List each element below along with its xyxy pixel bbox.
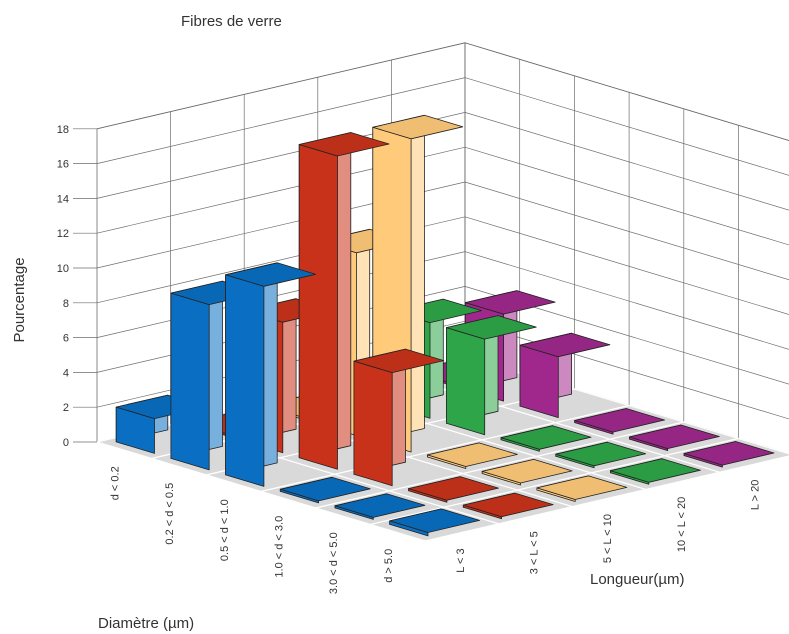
bar (389, 508, 481, 537)
length-tick-label: 5 < L < 10 (602, 514, 614, 563)
length-tick-label: L > 20 (749, 480, 761, 510)
bar (462, 492, 554, 520)
bar-face-top (629, 424, 720, 450)
length-tick-label: L < 3 (455, 548, 467, 572)
bar (574, 408, 665, 435)
bar-face-top (462, 492, 554, 518)
bar (225, 262, 316, 487)
bar (500, 425, 592, 452)
diameter-tick-label: 0.5 < d < 1.0 (219, 499, 231, 561)
z-tick-label: 14 (57, 193, 69, 205)
diameter-tick-label: 3.0 < d < 5.0 (328, 532, 340, 594)
bar (298, 132, 390, 470)
bar-face-top (408, 476, 499, 501)
length-tick-label: 3 < L < 5 (529, 531, 541, 574)
bar-face-top (298, 132, 390, 157)
bar-face-top (555, 441, 647, 467)
bar-face-top (389, 508, 481, 533)
bar (427, 442, 518, 469)
bar-face-top (500, 425, 592, 450)
bar-face-top (279, 476, 371, 502)
bar (519, 332, 611, 419)
bar-face-top (683, 441, 775, 466)
z-tick-label: 18 (57, 124, 69, 136)
y-axis-title: Longueur(µm) (590, 571, 685, 588)
bar-face-top (574, 408, 665, 433)
z-tick-label: 16 (57, 159, 69, 171)
bar-face-front (519, 344, 559, 419)
bar-face-top (334, 493, 426, 518)
bar-face-top (225, 262, 316, 287)
bar (115, 394, 207, 454)
bar-face-front (225, 274, 265, 487)
bar (629, 424, 720, 452)
diameter-tick-label: 1.0 < d < 3.0 (274, 516, 286, 578)
bar (555, 441, 647, 469)
chart-labels: Fibres de verre Pourcentage Diamètre (µm… (11, 13, 761, 632)
z-tick-label: 12 (57, 228, 69, 240)
z-tick-label: 10 (57, 263, 69, 275)
x-axis-title: Diamètre (µm) (98, 615, 194, 632)
bar-face-top (445, 315, 537, 340)
z-axis-title: Pourcentage (11, 257, 28, 342)
bar (408, 476, 499, 503)
bar-face-top (372, 114, 464, 140)
diameter-tick-label: d > 5.0 (383, 549, 395, 583)
bar-face-top (464, 290, 556, 315)
bar-face-top (427, 442, 518, 467)
chart-bars (115, 114, 775, 537)
bar (683, 441, 775, 468)
diameter-tick-label: d < 0.2 (109, 466, 121, 500)
z-tick-label: 2 (63, 402, 69, 414)
bar (445, 315, 537, 436)
bar-face-front (298, 144, 338, 470)
bar (353, 348, 445, 487)
z-tick-label: 4 (63, 367, 69, 379)
bar (334, 493, 426, 520)
diameter-tick-label: 0.2 < d < 0.5 (164, 483, 176, 545)
chart-title: Fibres de verre (181, 13, 282, 30)
z-tick-label: 8 (63, 298, 69, 310)
length-tick-label: 10 < L < 20 (676, 497, 688, 552)
bar (610, 458, 701, 485)
bar-face-top (481, 458, 573, 484)
bar (536, 475, 628, 502)
bar-face-front (353, 360, 393, 487)
bar-face-top (610, 458, 701, 483)
z-tick-label: 0 (63, 437, 69, 449)
bar-face-front (445, 327, 486, 436)
bar-face-top (536, 475, 628, 500)
bar (279, 476, 371, 504)
bar-face-top (353, 348, 445, 374)
bar-face-top (519, 332, 611, 358)
bar-face-front (170, 292, 210, 471)
z-tick-label: 6 (63, 333, 69, 345)
bar (481, 458, 573, 486)
